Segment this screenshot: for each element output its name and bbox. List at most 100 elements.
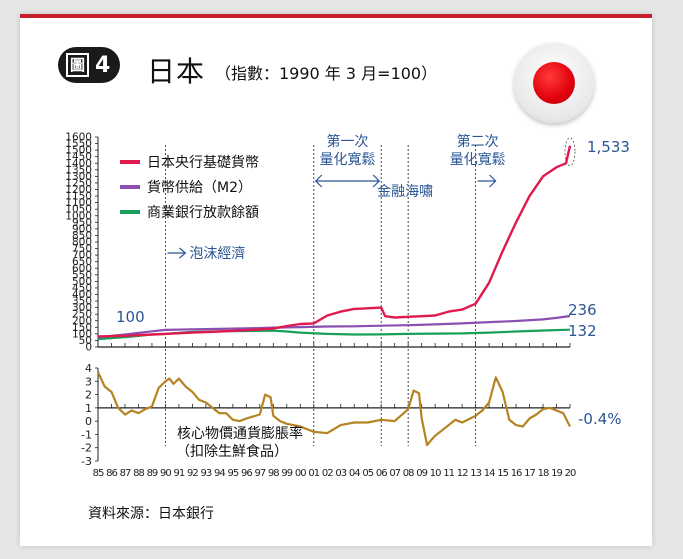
y-tick-label: 700 bbox=[72, 250, 92, 262]
y-tick-label: 500 bbox=[72, 276, 92, 288]
arrow-right-head-icon bbox=[372, 174, 381, 188]
y-tick-label: 2 bbox=[85, 389, 92, 402]
series-lines bbox=[97, 145, 572, 447]
x-tick-label: 03 bbox=[335, 468, 346, 479]
end-label-monetary-base: 1,533 bbox=[587, 138, 630, 156]
y-tick-label: 900 bbox=[72, 223, 92, 235]
x-tick-label: 04 bbox=[349, 468, 360, 479]
x-tick-label: 91 bbox=[174, 468, 185, 479]
y-tick-label: -2 bbox=[81, 442, 92, 455]
end-label-cpi: -0.4% bbox=[578, 410, 622, 428]
y-tick-label: 1150 bbox=[65, 191, 92, 203]
x-tick-label: 00 bbox=[295, 468, 306, 479]
y-tick-label: 1400 bbox=[65, 158, 92, 170]
end-label-bank-lending: 132 bbox=[568, 322, 597, 340]
x-tick-label: 86 bbox=[106, 468, 117, 479]
annotation-qe1-line2: 量化寬鬆 bbox=[319, 151, 375, 168]
x-tick-label: 98 bbox=[268, 468, 279, 479]
y-tick-label: -3 bbox=[81, 455, 92, 468]
y-tick-label: -1 bbox=[81, 428, 92, 441]
x-tick-label: 07 bbox=[389, 468, 400, 479]
y-tick-label: 250 bbox=[72, 309, 92, 321]
x-tick-label: 05 bbox=[362, 468, 373, 479]
x-tick-label: 89 bbox=[147, 468, 158, 479]
cpi-series-label: 核心物價通貨膨脹率 bbox=[177, 425, 303, 442]
x-tick-label: 85 bbox=[93, 468, 104, 479]
source-note: 資料來源：日本銀行 bbox=[88, 506, 214, 522]
flag-sun bbox=[533, 62, 575, 104]
y-tick-label: 1600 bbox=[65, 132, 92, 144]
series-line-monetary_base bbox=[97, 145, 572, 338]
x-tick-label: 08 bbox=[403, 468, 414, 479]
x-tick-label: 99 bbox=[281, 468, 292, 479]
x-tick-label: 95 bbox=[227, 468, 238, 479]
x-tick-label: 18 bbox=[538, 468, 549, 479]
y-tick-label: 0 bbox=[85, 342, 92, 354]
x-tick-label: 94 bbox=[214, 468, 225, 479]
chart-subtitle: （指數：1990 年 3 月=100） bbox=[215, 64, 438, 83]
japan-flag-icon bbox=[514, 43, 594, 123]
legend-label-m2: 貨幣供給（M2） bbox=[147, 179, 252, 196]
annotation-financial-crisis: 金融海嘯 bbox=[377, 184, 433, 200]
x-tick-label: 97 bbox=[254, 468, 265, 479]
x-tick-label: 09 bbox=[416, 468, 427, 479]
arrow-head-icon bbox=[489, 174, 497, 188]
x-axis: 85 86 87 88 89 90 91 92 93 94 95 96 97 98 99 00 01 02 03 04… bbox=[93, 468, 577, 479]
end-label-m2: 236 bbox=[568, 301, 597, 319]
y-tick-label: 4 bbox=[85, 362, 92, 375]
y-tick-label: 650 bbox=[72, 256, 92, 268]
y-tick-label: 850 bbox=[72, 230, 92, 242]
y-tick-label: 200 bbox=[72, 315, 92, 327]
y-tick-label: 1450 bbox=[65, 151, 92, 163]
annotation-qe2-line1: 第二次 bbox=[457, 133, 499, 150]
x-tick-label: 14 bbox=[484, 468, 495, 479]
y-tick-label: 1250 bbox=[65, 177, 92, 189]
y-tick-label: 50 bbox=[79, 335, 92, 347]
legend-label-monetary_base: 日本央行基礎貨幣 bbox=[147, 154, 259, 171]
y-tick-label: 950 bbox=[72, 217, 92, 229]
annotation-qe2-line2: 量化寬鬆 bbox=[450, 151, 506, 168]
x-tick-label: 90 bbox=[160, 468, 171, 479]
x-tick-label: 17 bbox=[524, 468, 535, 479]
y-tick-label: 300 bbox=[72, 302, 92, 314]
x-tick-label: 19 bbox=[551, 468, 562, 479]
x-tick-label: 87 bbox=[120, 468, 131, 479]
annotation-qe1-line1: 第一次 bbox=[326, 133, 368, 150]
x-tick-label: 93 bbox=[201, 468, 212, 479]
x-tick-label: 88 bbox=[133, 468, 144, 479]
start-label: 100 bbox=[116, 308, 145, 326]
figure-badge: 圖 4 bbox=[58, 47, 121, 83]
cpi-series-note: （扣除生鮮食品） bbox=[176, 443, 288, 460]
x-tick-label: 02 bbox=[322, 468, 333, 479]
chart-title: 日本 bbox=[147, 55, 206, 88]
y-tick-label: 3 bbox=[85, 375, 92, 388]
y-tick-label: 150 bbox=[72, 322, 92, 334]
y-tick-label: 1200 bbox=[65, 184, 92, 196]
y-tick-label: 1050 bbox=[65, 204, 92, 216]
x-tick-label: 92 bbox=[187, 468, 198, 479]
y-tick-label: 550 bbox=[72, 269, 92, 281]
x-tick-label: 15 bbox=[497, 468, 508, 479]
y-tick-label: 1350 bbox=[65, 164, 92, 176]
series-line-m2 bbox=[97, 314, 571, 339]
y-tick-label: 750 bbox=[72, 243, 92, 255]
figure-badge-number: 4 bbox=[95, 52, 111, 78]
y-tick-label: 1000 bbox=[65, 210, 92, 222]
highlight-ellipse bbox=[564, 137, 576, 167]
arrow-left-head-icon bbox=[314, 174, 323, 188]
x-tick-label: 06 bbox=[376, 468, 387, 479]
y-tick-label: 400 bbox=[72, 289, 92, 301]
y-tick-label: 800 bbox=[72, 237, 92, 249]
x-tick-label: 13 bbox=[470, 468, 481, 479]
y-tick-label: 1300 bbox=[65, 171, 92, 183]
x-tick-label: 11 bbox=[443, 468, 454, 479]
y-tick-label: 100 bbox=[72, 328, 92, 340]
y-tick-label: 1550 bbox=[65, 138, 92, 150]
y-tick-label: 450 bbox=[72, 282, 92, 294]
annotation-bubble: 泡沫經濟 bbox=[189, 246, 245, 262]
y-tick-label: 350 bbox=[72, 296, 92, 308]
series-line-cpi bbox=[97, 371, 571, 447]
top-y-axis: 0501001502002503003504004505005506006507… bbox=[65, 132, 571, 354]
